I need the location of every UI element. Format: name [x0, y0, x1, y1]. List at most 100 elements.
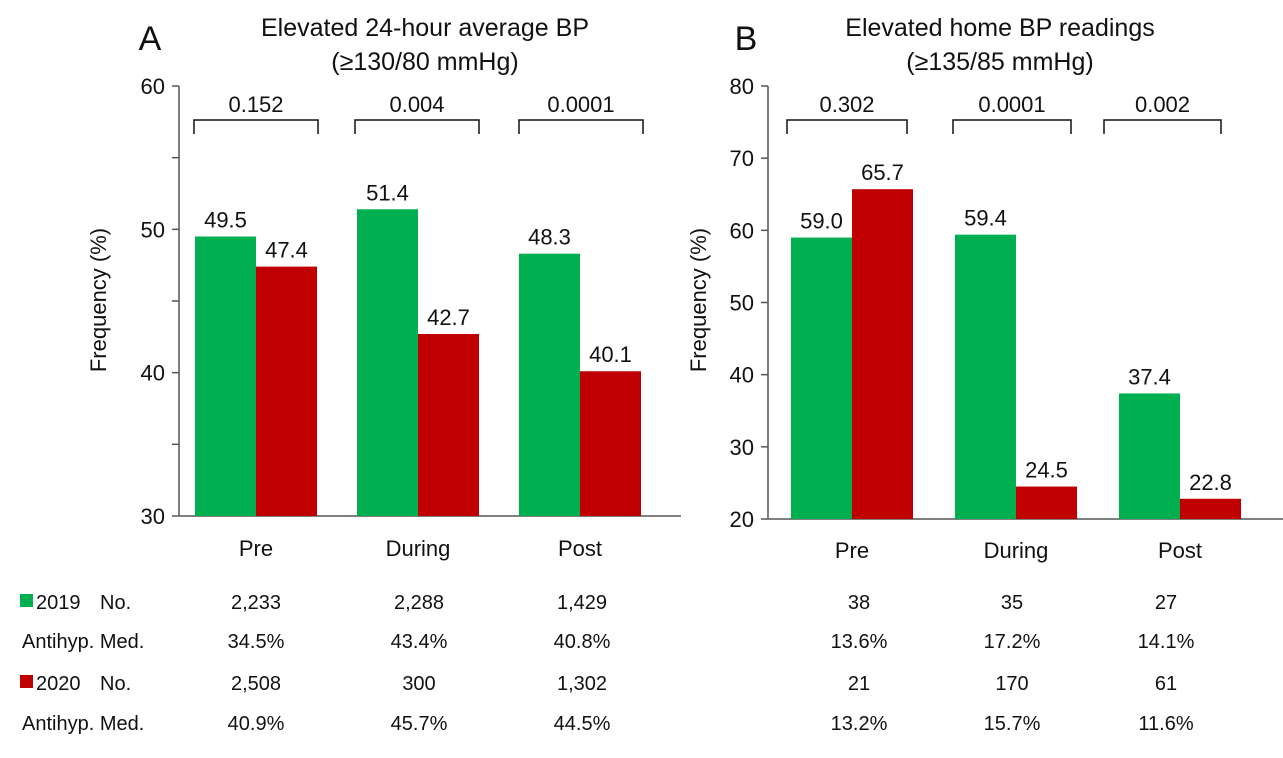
legend-swatch-2019	[20, 594, 33, 607]
bar-value-label: 59.0	[800, 209, 843, 234]
table-cell: 38	[848, 592, 870, 614]
row-label: Antihyp. Med.	[22, 631, 144, 653]
bar-value-label: 37.4	[1128, 364, 1171, 389]
y-tick-label: 40	[730, 363, 754, 388]
p-value-label: 0.002	[1135, 92, 1190, 117]
chart-subtitle: (≥135/85 mmHg)	[906, 48, 1093, 76]
y-tick-label: 80	[730, 74, 754, 99]
bar-value-label: 51.4	[366, 180, 409, 205]
y-tick-label: 50	[141, 217, 165, 242]
table-cell: 40.8%	[554, 631, 611, 653]
p-value-bracket	[1103, 119, 1222, 134]
p-value-bracket	[786, 119, 908, 134]
bar-2019-during	[955, 234, 1016, 519]
panel-b: B Elevated home BP readings (≥135/85 mmHg)…	[686, 14, 1283, 563]
p-value-label: 0.302	[819, 92, 874, 117]
table-row: Antihyp. Med. 34.5% 43.4% 40.8% 13.6% 17.2% 14…	[22, 631, 1195, 653]
table-cell: 300	[402, 673, 435, 695]
table-cell: 13.2%	[831, 713, 888, 735]
y-tick-label: 60	[141, 74, 165, 99]
bar-value-label: 24.5	[1025, 458, 1068, 483]
table-cell: 61	[1155, 673, 1177, 695]
row-label: No.	[100, 673, 131, 695]
bar-value-label: 48.3	[528, 225, 571, 250]
bar-value-label: 22.8	[1189, 470, 1232, 495]
summary-table: 2019 No. 2,233 2,288 1,429 38 35 27 Antihyp. Med…	[20, 592, 1195, 735]
table-cell: 17.2%	[984, 631, 1041, 653]
table-cell: 2,233	[231, 592, 281, 614]
y-tick-label: 30	[141, 504, 165, 529]
x-category-label: Pre	[835, 538, 869, 563]
panel-letter: A	[139, 20, 162, 58]
row-label: No.	[100, 592, 131, 614]
table-cell: 27	[1155, 592, 1177, 614]
legend-swatch-2020	[20, 675, 33, 688]
bar-2020-during	[1016, 486, 1077, 519]
table-cell: 1,302	[557, 673, 607, 695]
table-cell: 11.6%	[1138, 713, 1193, 735]
p-value-bracket	[354, 119, 480, 134]
chart-title: Elevated home BP readings	[845, 14, 1154, 42]
table-cell: 45.7%	[391, 713, 448, 735]
bar-value-label: 47.4	[265, 238, 308, 263]
table-row: 2020 No. 2,508 300 1,302 21 170 61	[20, 673, 1177, 695]
table-cell: 43.4%	[391, 631, 448, 653]
table-cell: 35	[1001, 592, 1023, 614]
bar-value-label: 40.1	[589, 342, 632, 367]
bar-value-label: 42.7	[427, 305, 470, 330]
table-row: Antihyp. Med. 40.9% 45.7% 44.5% 13.2% 15.7% 11…	[22, 713, 1194, 735]
bar-2019-post	[1119, 393, 1180, 519]
y-tick-label: 30	[730, 435, 754, 460]
bar-2019-pre	[791, 237, 852, 520]
y-tick-label: 50	[730, 291, 754, 316]
table-cell: 21	[848, 673, 870, 695]
p-value-label: 0.0001	[978, 92, 1045, 117]
legend-label: 2020	[36, 673, 81, 695]
x-category-label: Post	[558, 536, 602, 561]
bar-value-label: 49.5	[204, 208, 247, 233]
table-cell: 34.5%	[228, 631, 285, 653]
panel-letter: B	[735, 20, 758, 58]
p-value-label: 0.152	[228, 92, 283, 117]
bar-2019-post	[519, 253, 580, 516]
row-label: Antihyp. Med.	[22, 713, 144, 735]
x-category-label: During	[984, 538, 1049, 563]
bar-2019-pre	[195, 236, 256, 516]
table-cell: 13.6%	[831, 631, 888, 653]
p-value-bracket	[518, 119, 644, 134]
bar-2020-pre	[256, 266, 317, 516]
bar-value-label: 59.4	[964, 206, 1007, 231]
p-value-label: 0.004	[389, 92, 444, 117]
p-value-label: 0.0001	[547, 92, 614, 117]
legend-label: 2019	[36, 592, 81, 614]
table-cell: 40.9%	[228, 713, 285, 735]
panel-a: A Elevated 24-hour average BP (≥130/80 mmH…	[86, 14, 681, 561]
y-tick-label: 70	[730, 146, 754, 171]
y-axis-label: Frequency (%)	[86, 228, 111, 372]
table-cell: 14.1%	[1138, 631, 1195, 653]
bar-2020-during	[418, 333, 479, 516]
x-category-label: Pre	[239, 536, 273, 561]
x-category-label: During	[386, 536, 451, 561]
table-cell: 44.5%	[554, 713, 611, 735]
bar-2020-post	[1180, 498, 1241, 519]
table-cell: 2,288	[394, 592, 444, 614]
bar-value-label: 65.7	[861, 160, 904, 185]
bar-2020-post	[580, 371, 641, 516]
table-cell: 15.7%	[984, 713, 1041, 735]
y-tick-label: 20	[730, 507, 754, 532]
bar-2019-during	[357, 209, 418, 516]
p-value-bracket	[193, 119, 319, 134]
y-tick-label: 60	[730, 218, 754, 243]
chart-subtitle: (≥130/80 mmHg)	[331, 48, 518, 76]
bar-2020-pre	[852, 189, 913, 519]
y-axis-label: Frequency (%)	[686, 228, 711, 372]
table-row: 2019 No. 2,233 2,288 1,429 38 35 27	[20, 592, 1177, 614]
table-cell: 2,508	[231, 673, 281, 695]
p-value-bracket	[952, 119, 1072, 134]
x-category-label: Post	[1158, 538, 1202, 563]
table-cell: 170	[995, 673, 1028, 695]
table-cell: 1,429	[557, 592, 607, 614]
chart-title: Elevated 24-hour average BP	[261, 14, 589, 42]
